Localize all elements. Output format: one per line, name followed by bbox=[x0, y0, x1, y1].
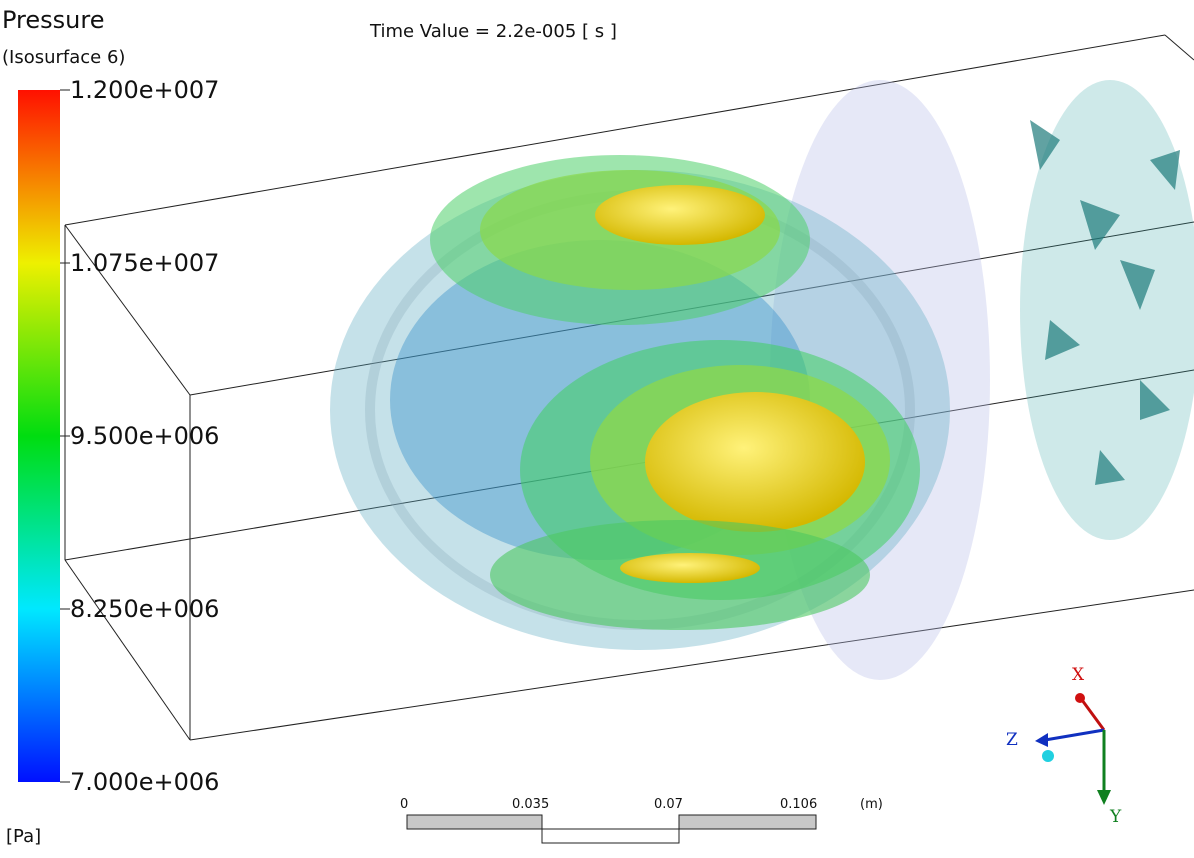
triad-label: Z bbox=[1006, 730, 1018, 750]
color-bar bbox=[18, 90, 60, 782]
color-tick-label: 1.200e+007 bbox=[70, 76, 219, 104]
scale-unit: (m) bbox=[860, 797, 883, 812]
scale-label: 0.106 bbox=[780, 797, 817, 812]
viewport: Pressure (Isosurface 6) 1.200e+007 1.075e… bbox=[0, 0, 1194, 854]
color-tick-label: 9.500e+006 bbox=[70, 422, 219, 450]
scale-label: 0 bbox=[400, 797, 408, 812]
legend-subtitle: (Isosurface 6) bbox=[2, 47, 125, 68]
time-label: Time Value = 2.2e-005 [ s ] bbox=[369, 21, 617, 42]
legend-title: Pressure bbox=[2, 6, 104, 34]
color-tick-label: 7.000e+006 bbox=[70, 768, 219, 796]
scale-label: 0.07 bbox=[654, 797, 683, 812]
color-tick-label: 8.250e+006 bbox=[70, 595, 219, 623]
scale-label: 0.035 bbox=[512, 797, 549, 812]
legend-unit: [Pa] bbox=[6, 826, 41, 847]
color-tick-label: 1.075e+007 bbox=[70, 249, 219, 277]
triad-label: X bbox=[1072, 665, 1085, 685]
triad-label: Y bbox=[1109, 807, 1122, 827]
